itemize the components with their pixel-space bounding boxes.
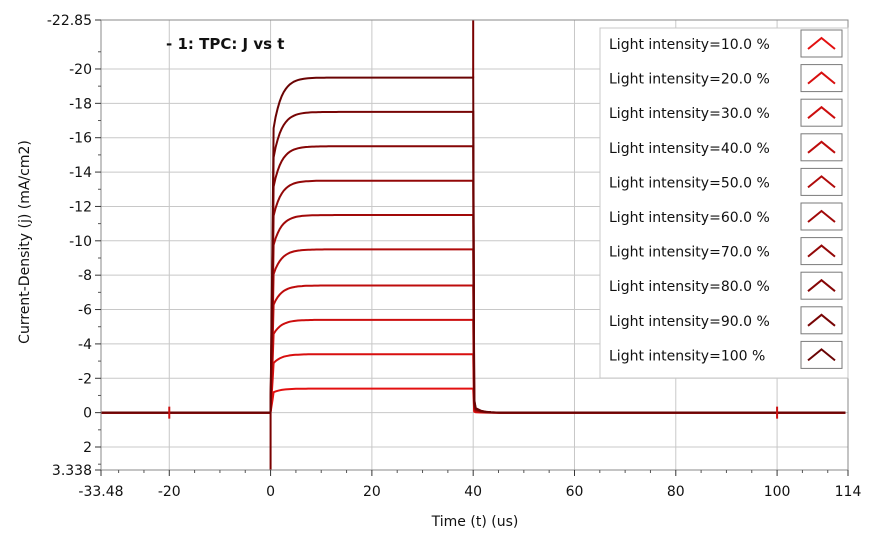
legend-line-icon — [807, 36, 836, 50]
y-tick-label: 3.338 — [52, 463, 92, 479]
y-tick-label: 0 — [83, 406, 92, 422]
legend-label: Light intensity=40.0 % — [609, 141, 770, 157]
x-axis-label: Time (t) (us) — [431, 514, 519, 530]
legend-line-icon — [807, 71, 836, 85]
legend-line-icon — [807, 209, 836, 223]
y-tick-label: -18 — [69, 96, 92, 112]
y-tick-label: -2 — [78, 371, 92, 387]
x-tick-label: 100 — [764, 484, 791, 500]
x-tick-label: -20 — [158, 484, 181, 500]
legend-swatch[interactable] — [800, 64, 843, 93]
y-tick-label: -22.85 — [47, 13, 92, 29]
x-tick-label: 40 — [464, 484, 482, 500]
x-tick-label: 20 — [363, 484, 381, 500]
legend-label: Light intensity=80.0 % — [609, 279, 770, 295]
legend-swatch[interactable] — [800, 202, 843, 231]
y-tick-label: -14 — [69, 165, 92, 181]
legend-swatch[interactable] — [800, 340, 843, 369]
legend-swatch[interactable] — [800, 271, 843, 300]
legend-label: Light intensity=20.0 % — [609, 72, 770, 88]
legend-line-icon — [807, 244, 836, 258]
x-tick-label: 0 — [266, 484, 275, 500]
y-tick-label: -8 — [78, 268, 92, 284]
legend-label: Light intensity=90.0 % — [609, 314, 770, 330]
legend-label: Light intensity=100 % — [609, 348, 765, 364]
legend-line-icon — [807, 348, 836, 362]
legend-line-icon — [807, 278, 836, 292]
y-tick-label: -4 — [78, 337, 92, 353]
x-tick-label: 114 — [835, 484, 862, 500]
legend-line-icon — [807, 175, 836, 189]
y-tick-label: -16 — [69, 131, 92, 147]
x-tick-label: 80 — [667, 484, 685, 500]
y-tick-label: -12 — [69, 199, 92, 215]
y-tick-label: -10 — [69, 234, 92, 250]
legend-swatch[interactable] — [800, 167, 843, 196]
legend-swatch[interactable] — [800, 98, 843, 127]
chart-title: - 1: TPC: J vs t — [166, 35, 284, 53]
legend-label: Light intensity=50.0 % — [609, 175, 770, 191]
x-tick-label: 60 — [566, 484, 584, 500]
legend-swatch[interactable] — [800, 133, 843, 162]
legend-swatch[interactable] — [800, 306, 843, 335]
y-tick-label: -6 — [78, 303, 92, 319]
legend-line-icon — [807, 105, 836, 119]
y-axis-label: Current-Density (j) (mA/cm2) — [17, 140, 33, 344]
legend-label: Light intensity=60.0 % — [609, 210, 770, 226]
legend-label: Light intensity=30.0 % — [609, 106, 770, 122]
legend-swatch[interactable] — [800, 29, 843, 58]
legend-swatch[interactable] — [800, 237, 843, 266]
legend-label: Light intensity=70.0 % — [609, 245, 770, 261]
legend-line-icon — [807, 313, 836, 327]
legend[interactable]: Light intensity=10.0 % Light intensity=20… — [599, 27, 849, 379]
legend-line-icon — [807, 140, 836, 154]
y-tick-label: -20 — [69, 62, 92, 78]
legend-label: Light intensity=10.0 % — [609, 37, 770, 53]
series-line — [101, 76, 846, 414]
x-tick-label: -33.48 — [78, 484, 123, 500]
series-layer — [101, 20, 846, 470]
y-tick-label: 2 — [83, 440, 92, 456]
